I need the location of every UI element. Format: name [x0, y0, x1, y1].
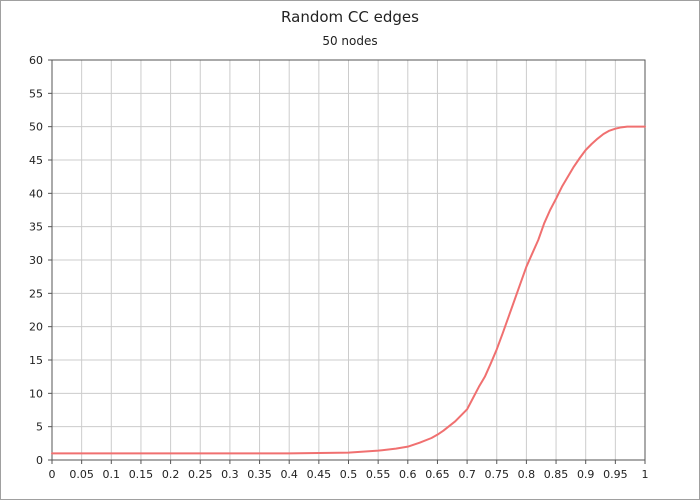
series-line	[51, 125, 646, 455]
x-tick-label: 0.85	[544, 468, 569, 481]
y-tick-label: 5	[36, 421, 43, 434]
x-tick-label: 0.7	[458, 468, 476, 481]
axes	[48, 59, 646, 464]
x-tick-label: 0.55	[366, 468, 391, 481]
x-tick-label: 0.8	[518, 468, 536, 481]
x-tick-label: 0.4	[280, 468, 298, 481]
x-tick-label: 0.3	[221, 468, 239, 481]
y-tick-label: 25	[29, 287, 43, 300]
x-tick-label: 0	[49, 468, 56, 481]
x-tick-label: 0.35	[247, 468, 272, 481]
chart-title: Random CC edges	[281, 8, 419, 26]
x-tick-label: 0.45	[307, 468, 332, 481]
y-tick-label: 60	[29, 54, 43, 67]
y-tick-label: 35	[29, 221, 43, 234]
y-tick-label: 10	[29, 387, 43, 400]
grid	[51, 59, 646, 461]
y-tick-label: 0	[36, 454, 43, 467]
series-layer	[51, 125, 646, 455]
y-tick-label: 15	[29, 354, 43, 367]
y-tick-label: 55	[29, 87, 43, 100]
y-tick-label: 20	[29, 321, 43, 334]
x-tick-label: 1	[642, 468, 649, 481]
x-tick-label: 0.5	[340, 468, 358, 481]
x-tick-label: 0.2	[162, 468, 180, 481]
x-tick-label: 0.75	[485, 468, 510, 481]
y-tick-label: 45	[29, 154, 43, 167]
x-tick-label: 0.05	[69, 468, 94, 481]
y-axis-ticks: 0 5 10 15 20 25 30 35 40 45 50 55 60	[29, 54, 43, 467]
x-tick-label: 0.65	[425, 468, 450, 481]
x-tick-label: 0.6	[399, 468, 417, 481]
x-tick-label: 0.15	[129, 468, 154, 481]
y-tick-label: 50	[29, 121, 43, 134]
x-tick-label: 0.9	[577, 468, 595, 481]
y-tick-label: 40	[29, 187, 43, 200]
x-tick-label: 0.25	[188, 468, 213, 481]
chart-subtitle: 50 nodes	[322, 34, 378, 48]
x-tick-label: 0.95	[603, 468, 628, 481]
x-axis-ticks: 0 0.05 0.1 0.15 0.2 0.25 0.3 0.35 0.4 0.45 0.5 0.55…	[49, 468, 649, 481]
y-tick-label: 30	[29, 254, 43, 267]
plot-area-border	[51, 59, 646, 461]
x-tick-label: 0.1	[103, 468, 121, 481]
